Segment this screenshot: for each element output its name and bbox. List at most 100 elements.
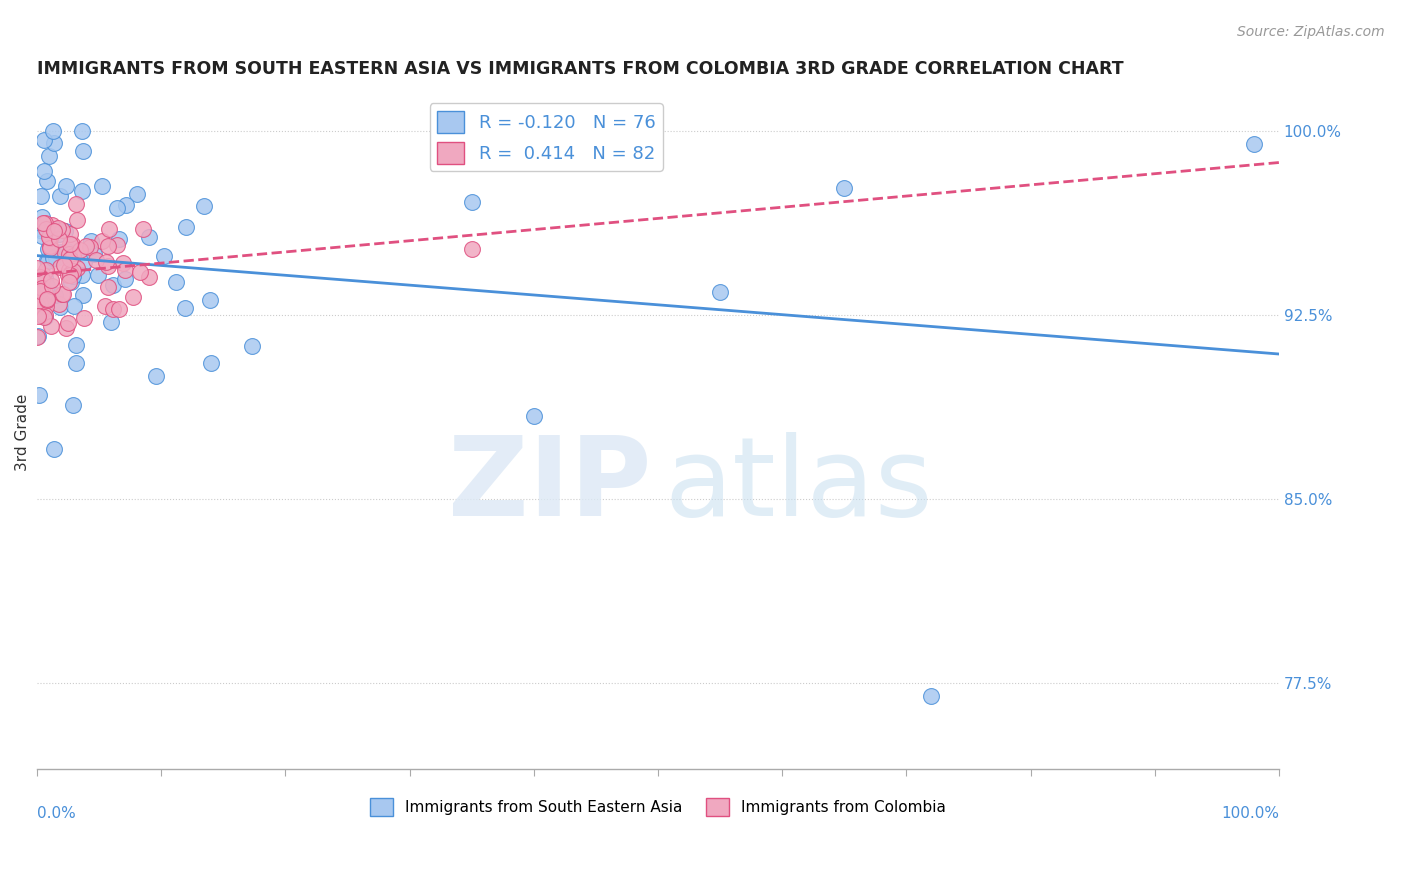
Point [56,316,79,330]
Point [138,270,160,285]
Point [31,210,53,224]
Point [52,287,75,301]
Y-axis label: 3rd Grade: 3rd Grade [15,393,30,471]
Point [72,144,94,158]
Point [34,216,56,230]
Point [709,285,731,299]
Point [59,275,82,289]
Point [44,222,66,236]
Point [39,241,62,255]
Point [37,253,59,268]
Point [27,309,49,323]
Point [200,293,222,307]
Legend: Immigrants from South Eastern Asia, Immigrants from Colombia: Immigrants from South Eastern Asia, Immi… [364,791,952,822]
Point [31,228,53,243]
Point [51,286,73,301]
Point [34,270,56,285]
Point [28,221,51,235]
Point [37,242,59,256]
Point [91,234,114,248]
Point [93,299,115,313]
Point [31,272,53,286]
Point [34,221,56,235]
Point [62,249,84,263]
Point [59,252,82,266]
Point [460,242,482,256]
Point [69,243,91,257]
Point [832,181,855,195]
Point [51,223,73,237]
Point [62,398,84,412]
Point [138,230,160,244]
Point [32,216,55,230]
Point [49,260,72,275]
Point [97,239,120,253]
Point [66,213,89,227]
Point [65,356,87,370]
Point [70,124,93,138]
Point [114,197,136,211]
Point [65,337,87,351]
Point [39,319,62,334]
Point [108,232,131,246]
Point [56,268,79,283]
Point [70,268,93,283]
Point [66,260,89,275]
Text: IMMIGRANTS FROM SOUTH EASTERN ASIA VS IMMIGRANTS FROM COLOMBIA 3RD GRADE CORRELA: IMMIGRANTS FROM SOUTH EASTERN ASIA VS IM… [37,60,1123,78]
Point [35,174,58,188]
Point [96,260,118,274]
Point [125,186,148,201]
Point [41,227,63,241]
Point [55,179,77,194]
Point [60,237,83,252]
Point [37,292,59,306]
Point [44,224,66,238]
Point [97,280,120,294]
Point [41,218,63,232]
Point [72,287,94,301]
Point [27,328,49,343]
Point [58,247,80,261]
Point [42,136,65,150]
Point [103,301,125,316]
Point [28,276,51,290]
Point [30,269,52,284]
Point [52,258,75,272]
Point [83,246,105,260]
Point [38,230,60,244]
Point [131,222,153,236]
Point [35,286,58,301]
Point [56,244,79,259]
Point [28,285,51,299]
Point [176,219,198,234]
Point [97,222,120,236]
Point [35,293,58,308]
Point [42,252,65,266]
Point [62,268,84,283]
Point [32,268,55,282]
Text: 100.0%: 100.0% [1220,806,1279,822]
Point [59,237,82,252]
Point [44,249,66,263]
Point [48,296,70,310]
Point [27,330,49,344]
Point [34,310,56,324]
Point [35,299,58,313]
Point [114,271,136,285]
Point [53,245,76,260]
Point [44,288,66,302]
Point [114,263,136,277]
Point [35,253,58,268]
Point [35,279,58,293]
Point [31,294,53,309]
Point [34,263,56,277]
Point [240,339,263,353]
Point [75,239,97,253]
Point [55,321,77,335]
Point [51,245,73,260]
Point [30,284,52,298]
Point [59,266,82,280]
Point [25,298,48,312]
Point [103,278,125,293]
Point [28,223,51,237]
